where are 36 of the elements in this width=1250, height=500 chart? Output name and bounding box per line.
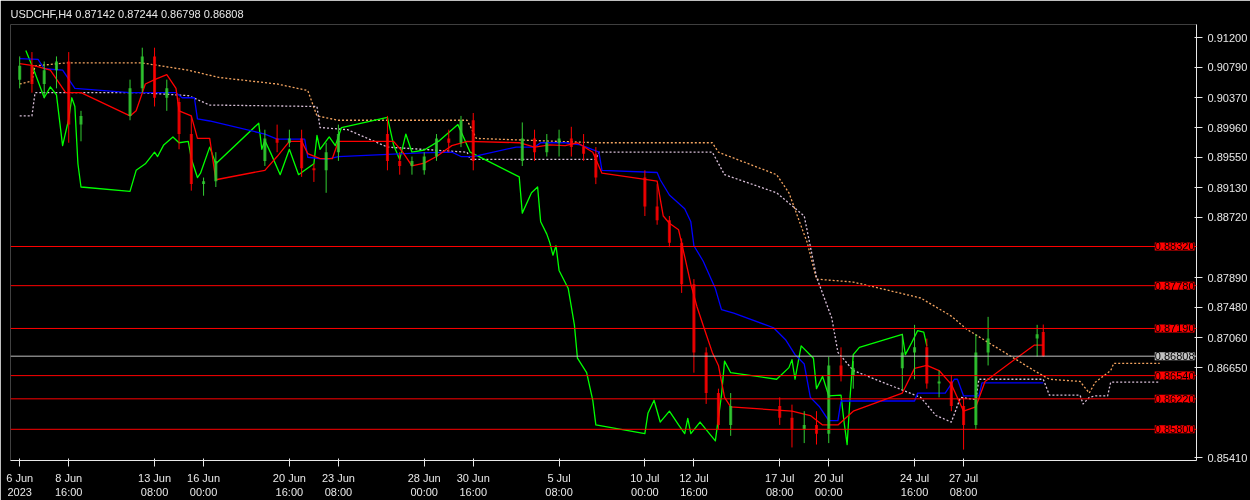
y-tick-label: 0.86650 (1207, 361, 1248, 374)
ref-line-label: 0.85800 (1154, 423, 1195, 436)
y-tick-label: 0.90370 (1207, 91, 1248, 104)
ref-line-label: 0.88320 (1154, 240, 1195, 253)
ref-line-label: 0.87780 (1154, 279, 1195, 292)
ref-line-label: 0.86540 (1154, 369, 1195, 382)
x-tick-label: 8 Jun 16:00 (54, 471, 83, 498)
x-tick-label: 20 Jul 00:00 (814, 471, 844, 498)
line-series (25, 49, 928, 446)
y-tick-label: 0.89550 (1207, 151, 1248, 164)
chart-title: USDCHF,H4 0.87142 0.87244 0.86798 0.86808 (10, 7, 244, 20)
x-tick-label: 28 Jun 00:00 (407, 471, 441, 498)
y-tick-label: 0.87480 (1207, 301, 1248, 314)
y-tick-label: 0.89130 (1207, 181, 1248, 194)
x-tick-label: 6 Jun 2023 (6, 471, 34, 498)
x-tick-label: 10 Jul 00:00 (630, 471, 660, 498)
x-tick-label: 20 Jun 16:00 (272, 471, 306, 498)
y-tick-label: 0.88720 (1207, 211, 1248, 224)
x-tick-label: 24 Jul 16:00 (899, 471, 930, 498)
y-tick-label: 0.87060 (1207, 331, 1248, 344)
ref-line-label: 0.86220 (1154, 392, 1195, 405)
y-tick-label: 0.85410 (1207, 451, 1248, 464)
x-tick-label: 17 Jul 08:00 (765, 471, 795, 498)
y-tick-label: 0.87890 (1207, 271, 1248, 284)
x-tick-label: 23 Jun 08:00 (321, 471, 355, 498)
y-tick-label: 0.89960 (1207, 121, 1248, 134)
ref-line-label: 0.87190 (1154, 322, 1195, 335)
x-tick-label: 5 Jul 08:00 (545, 471, 573, 498)
x-tick-label: 13 Jun 08:00 (138, 471, 172, 498)
y-tick-label: 0.90790 (1207, 61, 1248, 74)
x-tick-label: 30 Jun 16:00 (456, 471, 490, 498)
x-tick-label: 27 Jul 08:00 (948, 471, 979, 498)
x-tick-label: 12 Jul 16:00 (679, 471, 709, 498)
x-tick-label: 16 Jun 00:00 (187, 471, 221, 498)
y-tick-label: 0.91200 (1207, 31, 1248, 44)
ref-line-label: 0.86808 (1154, 350, 1195, 363)
